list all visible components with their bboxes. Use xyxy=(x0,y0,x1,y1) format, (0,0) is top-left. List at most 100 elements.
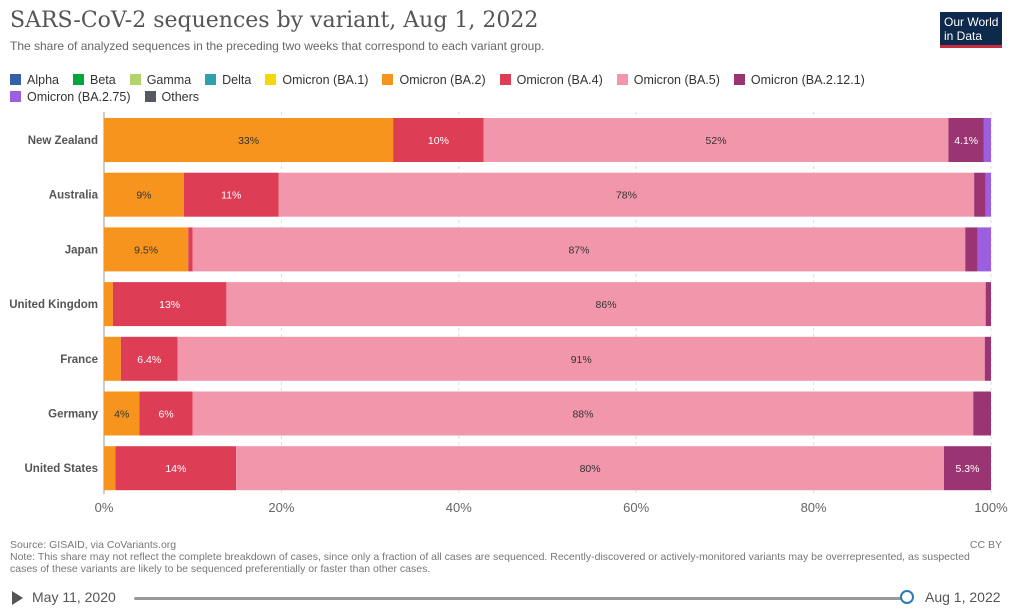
legend-item-omicron-ba-2-12-1[interactable]: Omicron (BA.2.12.1) xyxy=(733,71,865,88)
play-icon[interactable] xyxy=(12,591,23,605)
data-label: 4.1% xyxy=(954,135,978,147)
bar-segment[interactable] xyxy=(226,282,986,327)
logo-line-1: Our World xyxy=(944,15,999,29)
source-note: Source: GISAID, via CoVariants.org xyxy=(10,539,177,551)
license-link[interactable]: CC BY xyxy=(969,539,1002,551)
bar-segment[interactable] xyxy=(973,391,991,436)
bar-segment[interactable] xyxy=(984,336,991,381)
data-label: 5.3% xyxy=(956,463,980,475)
legend-label: Gamma xyxy=(146,72,192,87)
legend-label: Omicron (BA.2) xyxy=(399,72,486,87)
data-label: 11% xyxy=(221,190,241,202)
legend-item-others[interactable]: Others xyxy=(144,88,200,105)
bar-segment[interactable] xyxy=(177,336,985,381)
bar-segment[interactable] xyxy=(192,391,974,436)
data-label: 80% xyxy=(580,463,601,475)
data-label: 33% xyxy=(238,135,259,147)
x-tick-label: 0% xyxy=(95,500,114,515)
data-label: 88% xyxy=(572,409,593,421)
bar-segment[interactable] xyxy=(977,227,991,272)
data-label: 91% xyxy=(571,354,592,366)
x-tick-label: 40% xyxy=(446,500,472,515)
legend-swatch xyxy=(382,74,394,85)
legend-swatch xyxy=(129,74,141,85)
legend-item-omicron-ba-2-75[interactable]: Omicron (BA.2.75) xyxy=(10,88,131,105)
legend-item-delta[interactable]: Delta xyxy=(205,71,251,88)
legend-swatch xyxy=(72,74,84,85)
bar-segment[interactable] xyxy=(104,391,140,436)
bar-segment[interactable] xyxy=(188,227,193,272)
bar-segment[interactable] xyxy=(974,172,986,217)
data-label: 78% xyxy=(616,190,637,202)
chart-title: SARS-CoV-2 sequences by variant, Aug 1, … xyxy=(10,8,539,33)
legend-label: Omicron (BA.1) xyxy=(282,72,369,87)
disclaimer-note: Note: This share may not reflect the com… xyxy=(10,551,970,575)
bar-segment[interactable] xyxy=(104,336,121,381)
bar-segment[interactable] xyxy=(236,446,944,491)
data-label: 6.4% xyxy=(137,354,161,366)
category-label: France xyxy=(60,354,98,366)
legend-item-gamma[interactable]: Gamma xyxy=(129,71,192,88)
data-label: 6% xyxy=(158,409,173,421)
bar-segment[interactable] xyxy=(104,227,189,272)
bar-segment[interactable] xyxy=(104,172,184,217)
timeline-start-date: May 11, 2020 xyxy=(32,589,116,605)
legend-swatch xyxy=(499,74,511,85)
bar-segment[interactable] xyxy=(278,172,975,217)
owid-logo[interactable]: Our World in Data xyxy=(940,12,1002,48)
legend-label: Beta xyxy=(89,72,116,87)
bar-segment[interactable] xyxy=(965,227,978,272)
data-label: 87% xyxy=(568,244,589,256)
legend-item-omicron-ba-4[interactable]: Omicron (BA.4) xyxy=(499,71,603,88)
legend-item-alpha[interactable]: Alpha xyxy=(10,71,59,88)
bar-segment[interactable] xyxy=(104,282,113,327)
logo-line-2: in Data xyxy=(944,29,983,43)
bar-segment[interactable] xyxy=(983,118,991,162)
x-tick-label: 20% xyxy=(268,500,294,515)
bar-segment[interactable] xyxy=(112,282,227,327)
legend-label: Others xyxy=(161,89,200,104)
category-label: Australia xyxy=(49,190,99,202)
data-label: 13% xyxy=(159,299,180,311)
bar-segment[interactable] xyxy=(192,227,966,272)
legend-swatch xyxy=(616,74,628,85)
bar-segment[interactable] xyxy=(104,446,116,491)
legend-item-omicron-ba-5[interactable]: Omicron (BA.5) xyxy=(616,71,720,88)
category-label: Japan xyxy=(65,244,98,256)
data-label: 9.5% xyxy=(134,244,158,256)
bar-segment[interactable] xyxy=(120,336,178,381)
category-label: New Zealand xyxy=(28,135,98,147)
bar-segment[interactable] xyxy=(115,446,237,491)
bar-segment[interactable] xyxy=(139,391,193,436)
timeline: May 11, 2020 Aug 1, 2022 xyxy=(0,584,1020,610)
timeline-handle[interactable] xyxy=(900,590,914,604)
legend-label: Omicron (BA.2.75) xyxy=(27,89,131,104)
legend-swatch xyxy=(205,74,217,85)
legend-swatch xyxy=(144,91,156,102)
legend-swatch xyxy=(10,74,21,85)
bar-segment[interactable] xyxy=(183,172,279,217)
stacked-bar-chart: 0% 20% 40% 60% 80% 100% New Zealand 33% 10% 52% 4.… xyxy=(9,112,1008,515)
legend-item-omicron-ba-1[interactable]: Omicron (BA.1) xyxy=(265,71,368,88)
legend-swatch xyxy=(265,74,277,85)
legend: Alpha Beta Gamma Delta Omicron (BA.1) Omicron… xyxy=(10,71,1000,105)
category-label: United States xyxy=(25,463,99,475)
timeline-end-date: Aug 1, 2022 xyxy=(925,589,1001,605)
data-label: 10% xyxy=(428,135,449,147)
timeline-track[interactable] xyxy=(134,597,908,600)
bar-segment[interactable] xyxy=(483,118,949,162)
legend-item-omicron-ba-2[interactable]: Omicron (BA.2) xyxy=(382,71,486,88)
legend-label: Alpha xyxy=(27,72,59,87)
bar-segment[interactable] xyxy=(393,118,484,162)
bar-segment[interactable] xyxy=(985,282,991,327)
legend-item-beta[interactable]: Beta xyxy=(72,71,116,88)
bar-segment[interactable] xyxy=(948,118,984,162)
data-label: 86% xyxy=(596,299,617,311)
category-label: Germany xyxy=(48,409,98,421)
legend-swatch xyxy=(733,74,745,85)
bar-segment[interactable] xyxy=(943,446,991,491)
x-tick-label: 60% xyxy=(623,500,649,515)
bar-segment[interactable] xyxy=(104,118,394,162)
bar-segment[interactable] xyxy=(985,172,991,217)
legend-row: Alpha Beta Gamma Delta Omicron (BA.1) Omicron… xyxy=(10,71,1000,105)
